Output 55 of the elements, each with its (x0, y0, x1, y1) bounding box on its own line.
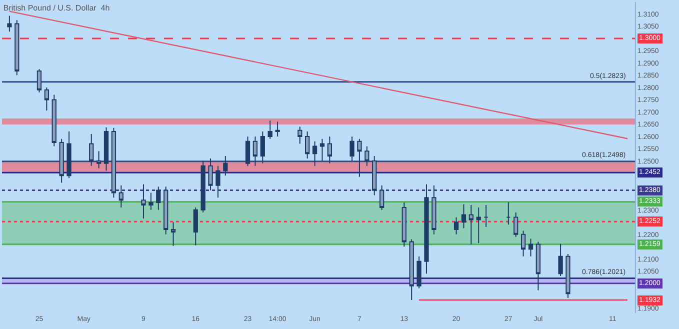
candlestick (528, 238, 534, 257)
candlestick (170, 222, 176, 246)
candlestick (164, 186, 168, 235)
candlestick (7, 15, 12, 32)
candlestick (409, 238, 414, 301)
candlestick (432, 184, 436, 235)
candlestick (506, 202, 511, 226)
candlestick (96, 150, 102, 169)
candlestick (52, 94, 56, 147)
candlestick (44, 86, 50, 111)
candlestick (268, 120, 272, 140)
candlestick (454, 216, 459, 235)
candlestick (156, 186, 161, 210)
candlestick (14, 20, 20, 76)
candlestick (424, 184, 429, 274)
candlestick (36, 68, 42, 93)
candlestick (200, 160, 206, 213)
candlestick (350, 136, 354, 162)
candlestick (566, 253, 570, 299)
candlestick (298, 126, 302, 144)
candlestick (379, 184, 384, 210)
candlestick (193, 206, 198, 246)
candlestick (208, 158, 213, 191)
candlestick (461, 204, 466, 229)
candlestick (536, 241, 541, 291)
candlestick (327, 136, 332, 164)
candlestick (141, 184, 146, 219)
candlestick (245, 136, 250, 166)
candlestick (305, 131, 310, 159)
candlestick (59, 138, 64, 184)
candlestick (402, 202, 406, 248)
candlestick (104, 126, 109, 172)
candlestick (89, 133, 94, 166)
candlestick (216, 165, 220, 198)
candlestick (364, 146, 370, 166)
candlestick (558, 243, 563, 277)
candlestick (484, 204, 488, 228)
candlestick (252, 136, 258, 166)
candlestick (416, 256, 422, 289)
candlestick (275, 121, 280, 137)
candlestick (312, 140, 318, 166)
candlestick (223, 156, 228, 176)
candlestick (520, 230, 526, 257)
candlestick (357, 138, 362, 178)
candlestick (476, 206, 481, 244)
candlestick (372, 156, 377, 196)
candlestick (111, 127, 116, 198)
candlestick (320, 138, 325, 162)
candlestick (148, 192, 154, 210)
candlestick (468, 204, 474, 245)
candlestick (66, 131, 72, 179)
candlestick (118, 184, 124, 208)
candlestick (514, 212, 518, 238)
candlestick (260, 131, 265, 164)
chart-title: British Pound / U.S. Dollar 4h (3, 4, 110, 13)
